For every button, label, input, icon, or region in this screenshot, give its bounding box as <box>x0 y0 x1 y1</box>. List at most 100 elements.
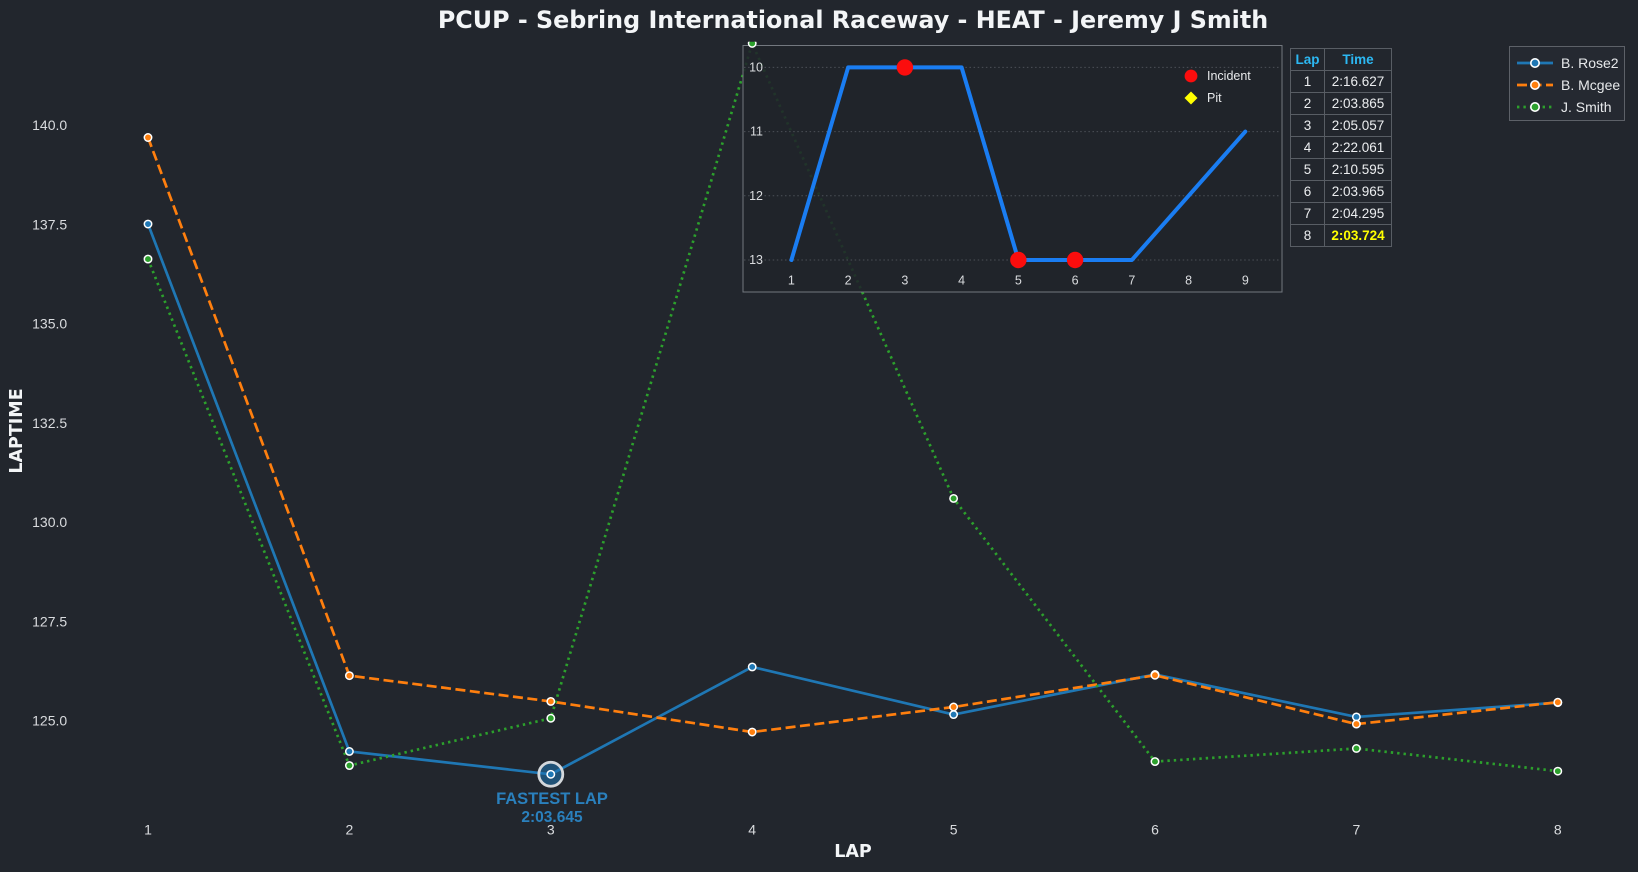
data-point-b-mcgee <box>344 671 354 681</box>
data-point-b-rose2 <box>747 662 757 672</box>
inset-x-tick-label: 6 <box>1072 274 1079 288</box>
inset-x-tick-label: 2 <box>845 274 852 288</box>
inset-legend-pit: Pit <box>1183 90 1222 106</box>
x-tick-label: 3 <box>547 822 555 838</box>
lap-number: 7 <box>1290 202 1325 225</box>
fastest-lap-annotation: FASTEST LAP 2:03.645 <box>406 790 698 827</box>
table-row: 1 2:16.627 <box>1290 70 1392 93</box>
inset-y-tick-label: 13 <box>749 253 763 267</box>
lap-time: 2:03.865 <box>1324 92 1392 115</box>
lap-time: 2:04.295 <box>1324 202 1392 225</box>
series-line-j-smith <box>146 42 1558 773</box>
table-row: 2 2:03.865 <box>1290 92 1392 115</box>
legend-label: B. Rose2 <box>1561 55 1619 71</box>
legend-label: B. Mcgee <box>1561 77 1621 93</box>
series-markers <box>143 41 1563 779</box>
data-point-b-mcgee <box>1150 670 1160 680</box>
inset-x-tick-label: 1 <box>788 274 795 288</box>
incident-point <box>896 59 914 76</box>
x-tick-label: 2 <box>346 822 354 838</box>
lap-time-table: Lap Time 1 2:16.627 2 2:03.865 3 2:05.05… <box>1290 48 1392 247</box>
data-point-b-rose2 <box>344 747 354 756</box>
table-row: 3 2:05.057 <box>1290 114 1392 137</box>
lap-number: 5 <box>1290 158 1325 181</box>
legend-entry-rose2: B. Rose2 <box>1516 55 1619 71</box>
incident-point <box>1066 251 1084 269</box>
lap-number: 3 <box>1290 114 1325 137</box>
x-tick-label: 5 <box>950 822 958 838</box>
time-column-header: Time <box>1324 48 1392 71</box>
lap-number: 2 <box>1290 92 1325 115</box>
y-tick-label: 140.0 <box>32 117 67 133</box>
inset-y-tick-label: 10 <box>749 60 763 74</box>
lap-number: 8 <box>1290 224 1325 247</box>
inset-x-tick-label: 8 <box>1185 274 1192 288</box>
legend-entry-mcgee: B. Mcgee <box>1516 77 1620 93</box>
x-tick-label: 6 <box>1151 822 1159 838</box>
inset-y-tick-label: 11 <box>750 125 763 139</box>
lap-number: 4 <box>1290 136 1325 159</box>
inset-x-tick-label: 9 <box>1242 274 1249 288</box>
inset-legend-incident: Incident <box>1183 68 1251 84</box>
series-lines <box>146 42 1558 776</box>
table-row: 7 2:04.295 <box>1290 202 1392 225</box>
x-tick-label: 1 <box>144 822 152 838</box>
x-tick-label: 8 <box>1554 822 1562 838</box>
y-tick-label: 125.0 <box>32 713 67 729</box>
legend-label: J. Smith <box>1561 99 1612 115</box>
data-point-b-mcgee <box>143 133 153 142</box>
y-tick-label: 132.5 <box>32 415 67 431</box>
data-point-b-rose2 <box>1351 712 1361 722</box>
fastest-lap-label: FASTEST LAP <box>496 790 608 808</box>
inset-background <box>743 45 1282 292</box>
legend-entry-smith: J. Smith <box>1516 99 1612 115</box>
rose2-line-sample-icon <box>1517 58 1553 68</box>
data-point-j-smith <box>143 254 153 264</box>
inset-x-tick-label: 3 <box>901 274 908 288</box>
lap-number: 1 <box>1290 70 1325 93</box>
inset-legend-label: Pit <box>1207 90 1222 105</box>
data-point-j-smith <box>344 761 354 770</box>
table-header-row: Lap Time <box>1290 48 1392 71</box>
fastest-lap-time: 2:03.645 <box>521 809 583 827</box>
table-row-fastest: 8 2:03.724 <box>1290 224 1392 247</box>
data-point-b-mcgee <box>546 697 556 706</box>
mcgee-line-sample-icon <box>1517 80 1553 90</box>
incident-point <box>1010 251 1027 269</box>
data-point-b-rose2 <box>546 769 556 779</box>
lap-time: 2:10.595 <box>1324 158 1392 181</box>
data-point-j-smith <box>1150 757 1160 767</box>
pit-marker-icon <box>1184 90 1198 105</box>
table-row: 6 2:03.965 <box>1290 180 1392 203</box>
data-point-b-rose2 <box>143 219 153 229</box>
inset-legend-label: Incident <box>1207 69 1251 83</box>
data-point-j-smith <box>949 494 959 503</box>
data-point-j-smith <box>747 41 757 48</box>
table-row: 4 2:22.061 <box>1290 136 1392 159</box>
x-axis-label: LAP <box>834 842 872 862</box>
data-point-b-mcgee <box>949 702 959 712</box>
x-tick-label: 4 <box>748 822 756 838</box>
x-tick-label: 7 <box>1353 822 1361 838</box>
smith-line-sample-icon <box>1517 102 1553 112</box>
lap-time: 2:05.057 <box>1324 114 1392 137</box>
data-point-j-smith <box>1351 744 1361 753</box>
lap-time: 2:16.627 <box>1324 70 1392 93</box>
y-tick-label: 135.0 <box>32 316 67 332</box>
data-point-j-smith <box>546 713 556 723</box>
incident-marker-icon <box>1184 69 1198 83</box>
inset-frame <box>742 45 1283 293</box>
inset-y-tick-label: 12 <box>749 189 763 203</box>
lap-column-header: Lap <box>1290 48 1325 71</box>
inset-x-tick-label: 4 <box>958 274 965 288</box>
lap-time: 2:22.061 <box>1324 136 1392 159</box>
data-point-b-rose2 <box>949 710 959 720</box>
data-point-b-mcgee <box>747 727 757 737</box>
series-line-b-mcgee <box>146 137 1558 734</box>
y-tick-label: 127.5 <box>32 613 67 629</box>
lap-number: 6 <box>1290 180 1325 203</box>
data-point-b-mcgee <box>1351 719 1361 729</box>
lap-time: 2:03.965 <box>1324 180 1392 203</box>
